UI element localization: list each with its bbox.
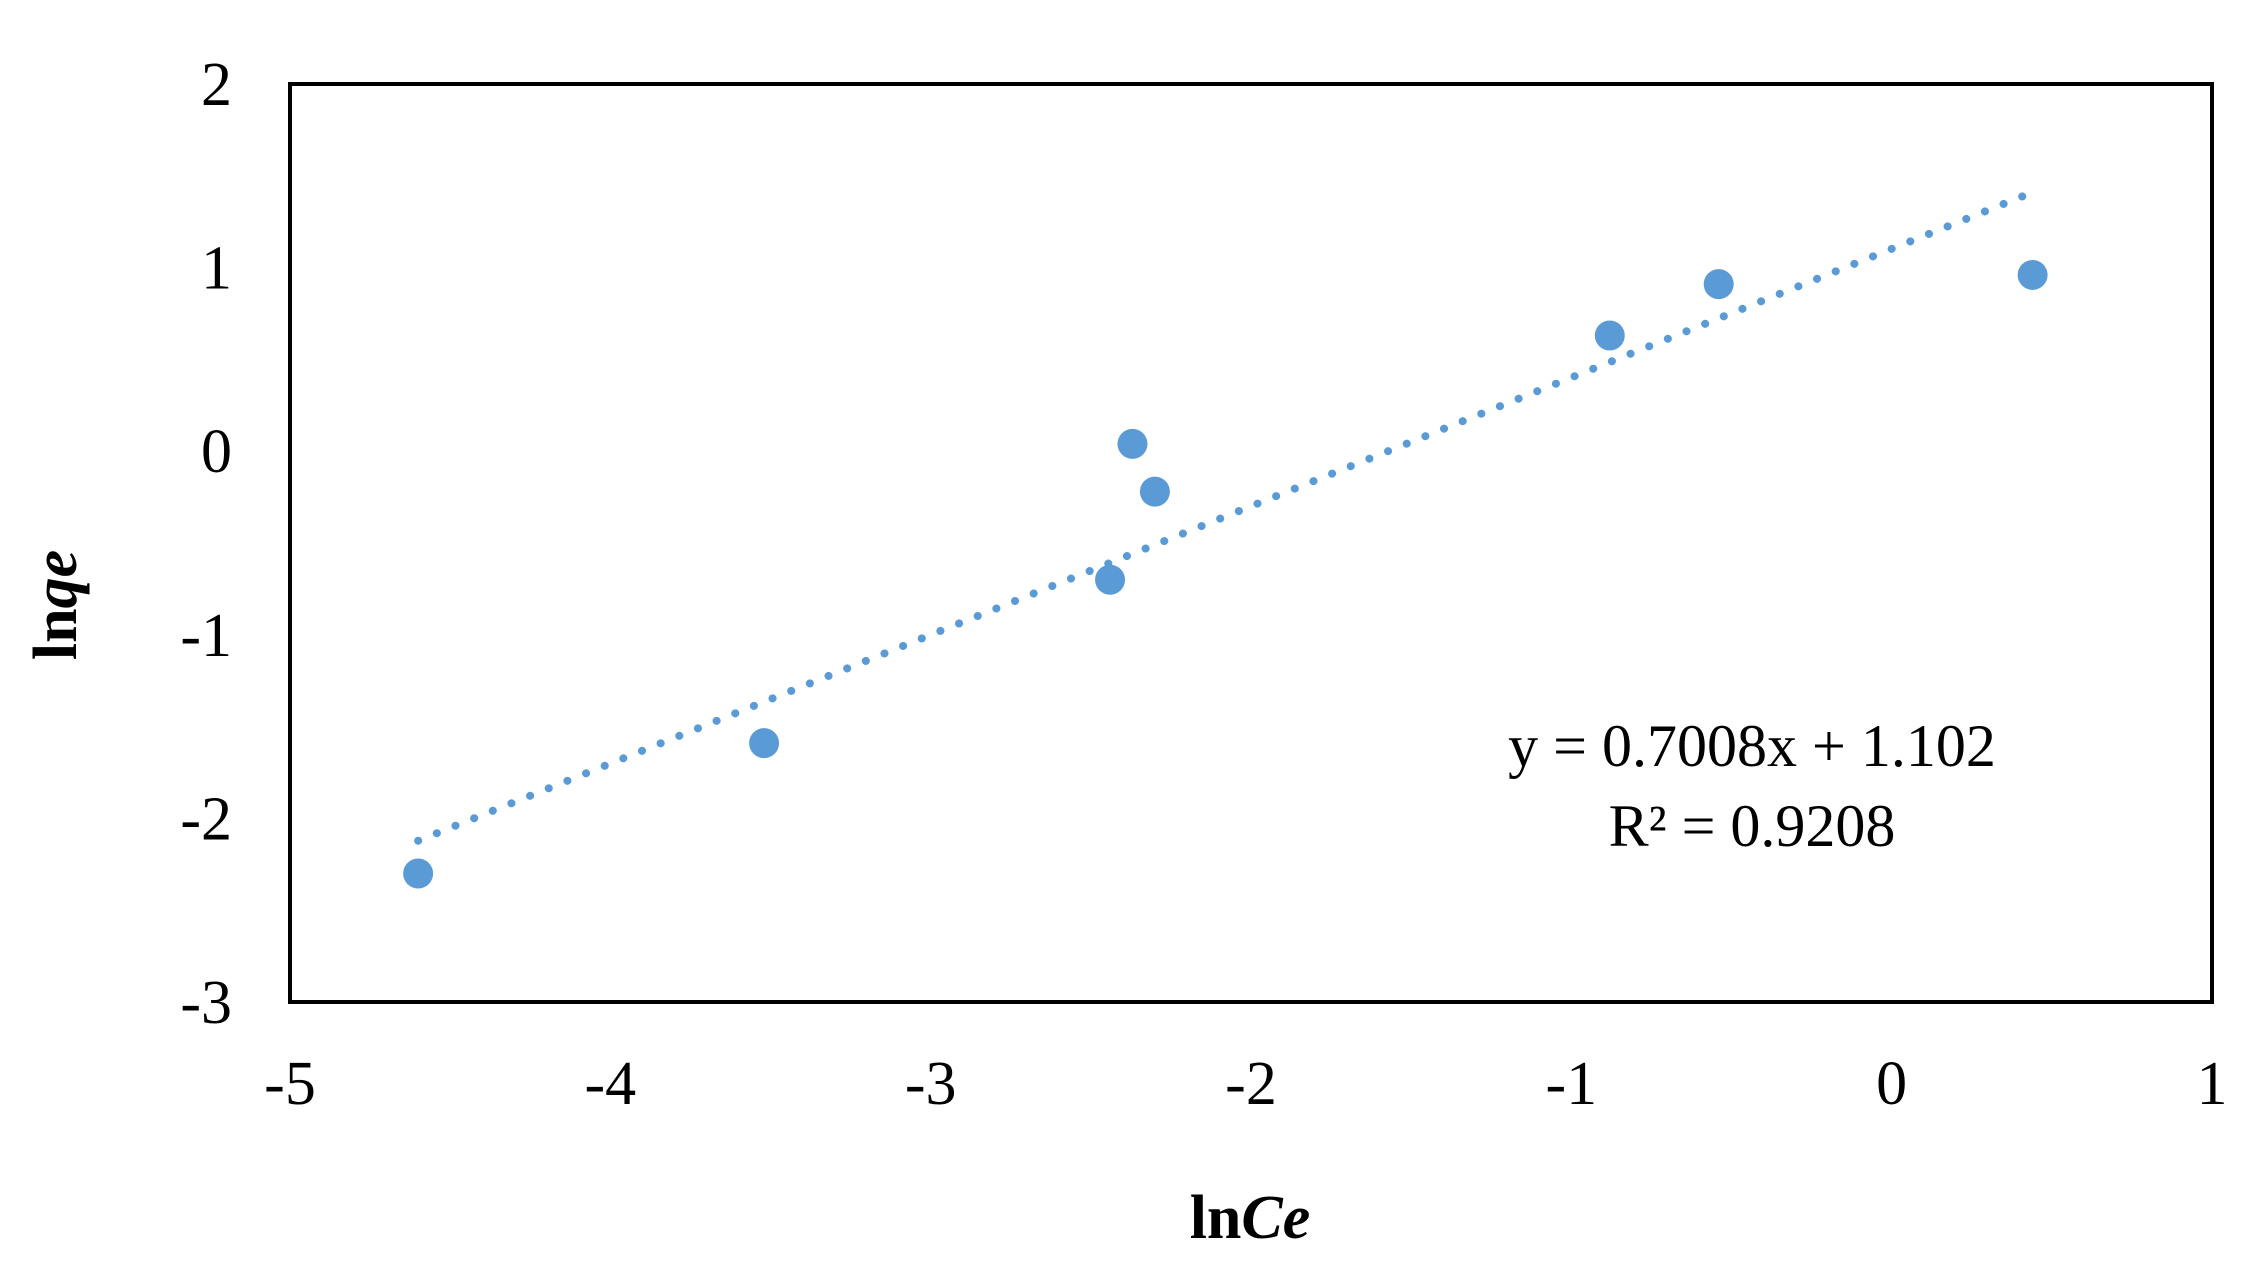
trendline <box>414 188 2037 845</box>
x-axis-title-prefix: ln <box>1190 1184 1242 1252</box>
y-axis-title-italic: qe <box>22 550 90 609</box>
plot-area-frame <box>288 82 2214 1004</box>
y-tick-label: 2 <box>201 51 232 119</box>
data-point <box>1594 320 1625 351</box>
trendline-group <box>414 188 2037 845</box>
y-tick-label: -3 <box>180 969 232 1037</box>
data-point <box>1095 564 1126 595</box>
x-axis-tick-labels: -5 -4 -3 -2 -1 0 1 <box>264 1050 2227 1118</box>
y-tick-label: 0 <box>201 418 232 486</box>
y-tick-label: 1 <box>201 235 232 303</box>
data-point <box>403 858 434 889</box>
data-point <box>1139 476 1170 507</box>
data-points-group <box>403 259 2048 889</box>
x-axis-title: lnCe <box>1190 1184 1311 1252</box>
x-tick-label: -3 <box>905 1050 957 1118</box>
data-point <box>2017 259 2048 290</box>
x-tick-label: 0 <box>1876 1050 1907 1118</box>
data-point <box>1117 428 1148 459</box>
data-point <box>749 728 780 759</box>
x-tick-label: -1 <box>1546 1050 1598 1118</box>
r-squared-label: R² = 0.9208 <box>1609 793 1896 859</box>
data-point <box>1703 269 1734 300</box>
y-axis-tick-labels: -3 -2 -1 0 1 2 <box>180 51 232 1037</box>
x-tick-label: 1 <box>2197 1050 2228 1118</box>
x-tick-label: -5 <box>264 1050 316 1118</box>
trendline-equation: y = 0.7008x + 1.102 <box>1508 713 1996 779</box>
y-axis-title-prefix: ln <box>22 608 90 660</box>
y-tick-label: -1 <box>180 602 232 670</box>
x-tick-label: -2 <box>1225 1050 1277 1118</box>
y-tick-label: -2 <box>180 785 232 853</box>
y-axis-title: lnqe <box>22 550 90 660</box>
x-tick-label: -4 <box>585 1050 637 1118</box>
x-axis-title-italic: Ce <box>1241 1184 1310 1252</box>
